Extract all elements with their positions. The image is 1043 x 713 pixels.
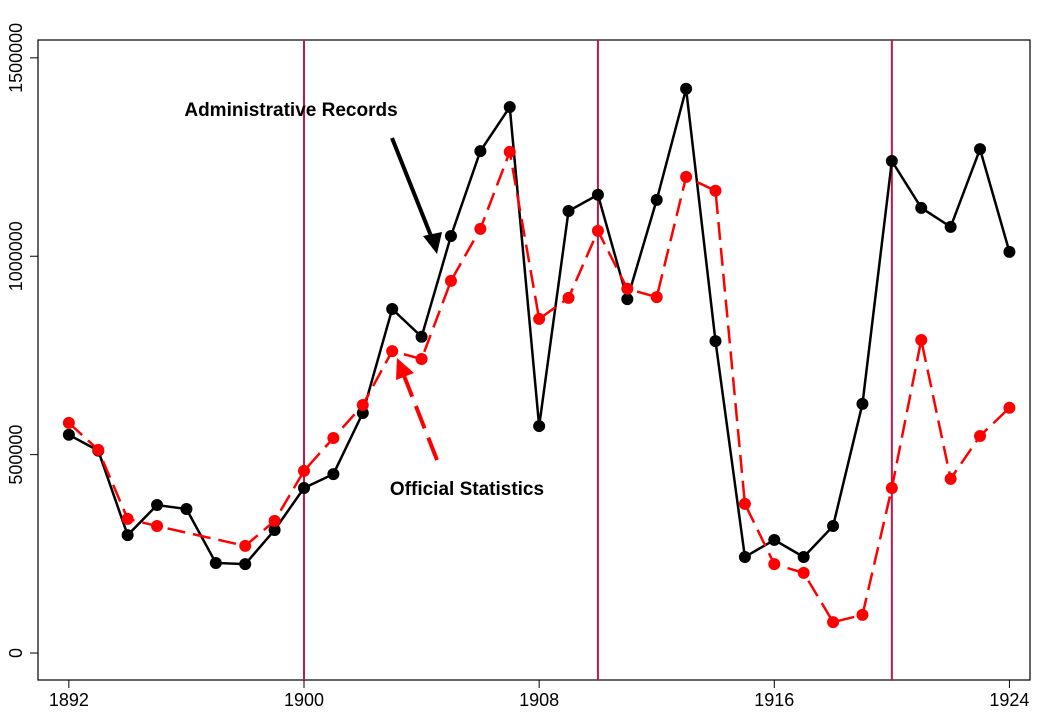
data-point xyxy=(944,472,957,485)
data-point xyxy=(856,397,869,410)
data-point xyxy=(1003,245,1016,258)
data-point xyxy=(709,184,722,197)
data-point xyxy=(827,616,840,629)
data-point xyxy=(856,608,869,621)
data-point xyxy=(591,188,604,201)
data-point xyxy=(268,524,281,537)
data-point xyxy=(944,220,957,233)
data-point xyxy=(121,512,134,525)
data-point xyxy=(298,464,311,477)
data-point xyxy=(680,170,693,183)
data-point xyxy=(209,556,222,569)
y-tick-label: 1000000 xyxy=(6,221,26,291)
data-point xyxy=(768,533,781,546)
data-point xyxy=(591,224,604,237)
y-tick-label: 0 xyxy=(6,648,26,658)
data-point xyxy=(738,497,751,510)
y-tick-label: 1500000 xyxy=(6,23,26,93)
data-point xyxy=(768,558,781,571)
x-tick-label: 1916 xyxy=(754,690,794,710)
data-point xyxy=(444,274,457,287)
data-point xyxy=(885,481,898,494)
annotation-arrow xyxy=(399,367,439,461)
data-point xyxy=(327,431,340,444)
data-point xyxy=(974,143,987,156)
data-point xyxy=(386,345,399,358)
data-point xyxy=(151,499,164,512)
data-point xyxy=(738,550,751,563)
plot: 1892 1900 1908 1916 1924 0 500000 1000000 150000… xyxy=(6,23,1029,710)
data-point xyxy=(621,282,634,295)
data-point xyxy=(268,514,281,527)
data-point xyxy=(151,520,164,533)
data-point xyxy=(885,155,898,168)
x-tick-label: 1924 xyxy=(989,690,1029,710)
data-point xyxy=(915,333,928,346)
data-point xyxy=(121,529,134,542)
data-point xyxy=(239,539,252,552)
data-point xyxy=(650,291,663,304)
y-tick-label: 500000 xyxy=(6,425,26,485)
data-point xyxy=(709,335,722,348)
data-point xyxy=(444,230,457,243)
data-point xyxy=(562,291,575,304)
x-tick-label: 1900 xyxy=(284,690,324,710)
x-tick-label: 1908 xyxy=(519,690,559,710)
data-point xyxy=(621,293,634,306)
data-point xyxy=(180,502,193,515)
data-point xyxy=(974,429,987,442)
data-point xyxy=(327,468,340,481)
data-point xyxy=(474,222,487,235)
data-point xyxy=(415,330,428,343)
data-point xyxy=(474,145,487,158)
data-point xyxy=(562,205,575,218)
x-tick-label: 1892 xyxy=(49,690,89,710)
data-point xyxy=(915,201,928,214)
data-point xyxy=(680,82,693,95)
data-point xyxy=(415,353,428,366)
plot-frame xyxy=(37,39,1031,681)
data-point xyxy=(386,303,399,316)
data-point xyxy=(797,550,810,563)
data-point xyxy=(298,481,311,494)
data-point xyxy=(533,420,546,433)
annotation-arrowhead xyxy=(396,358,414,380)
data-point xyxy=(797,566,810,579)
data-point xyxy=(650,193,663,206)
data-point xyxy=(503,101,516,114)
annotation-arrowhead xyxy=(423,232,442,254)
data-point xyxy=(356,399,369,412)
data-point xyxy=(1003,401,1016,414)
data-point xyxy=(62,416,75,429)
data-point xyxy=(503,145,516,158)
data-point xyxy=(62,428,75,441)
annotation: Official Statistics xyxy=(390,479,544,500)
annotation-arrow xyxy=(390,137,437,247)
data-point xyxy=(533,312,546,325)
annotation: Administrative Records xyxy=(184,100,397,121)
data-point xyxy=(239,558,252,571)
data-point xyxy=(827,520,840,533)
data-point xyxy=(92,443,105,456)
